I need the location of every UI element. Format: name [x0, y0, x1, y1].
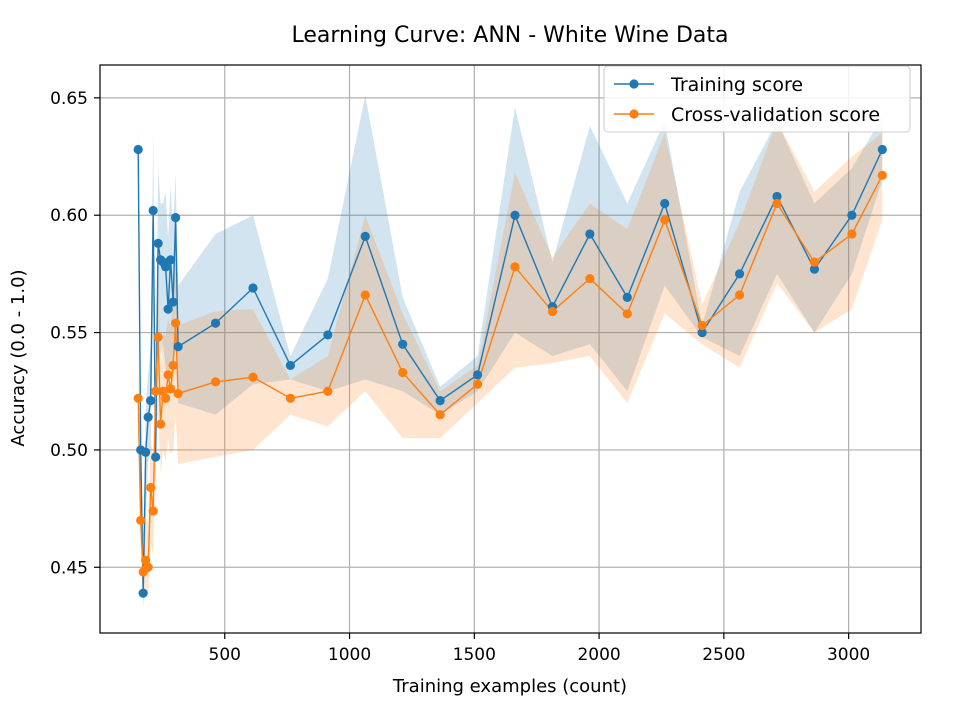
y-tick-label: 0.65 [50, 89, 88, 109]
training-score-point [153, 238, 163, 248]
cv-score-point [547, 306, 558, 317]
series-points [133, 144, 887, 598]
cv-score-point [323, 386, 333, 396]
training-score-point [168, 297, 178, 307]
x-axis-label: Training examples (count) [392, 676, 627, 697]
training-score-point [697, 327, 707, 338]
cv-score-point [360, 290, 370, 300]
cv-score-point [472, 379, 483, 389]
training-score-point [133, 144, 143, 155]
legend-box [603, 65, 911, 133]
cv-score-point [163, 370, 173, 380]
training-score-point [809, 264, 820, 274]
training-score-point [585, 229, 595, 239]
training-score-point [210, 318, 221, 328]
cv-score-band [138, 121, 883, 603]
training-score-point [161, 262, 171, 272]
cv-score-point [136, 515, 146, 525]
cv-score-point [171, 318, 181, 328]
x-tick-label: 500 [209, 645, 241, 665]
training-score-point [166, 255, 176, 265]
y-tick-label: 0.45 [50, 558, 88, 578]
y-axis-ticks: 0.45 0.50 0.55 0.60 0.65 [50, 89, 100, 578]
training-score-point [146, 396, 156, 406]
x-tick-label: 2500 [702, 645, 745, 665]
cv-score-point [166, 384, 176, 394]
legend-marker-0 [629, 79, 639, 89]
legend-label-1: Cross-validation score [671, 104, 880, 126]
training-score-point [143, 412, 153, 422]
cv-score-point [133, 393, 143, 403]
cv-score-point [398, 367, 408, 378]
cv-score-point [734, 290, 745, 300]
cv-score-point [435, 410, 445, 420]
cv-score-point [660, 215, 670, 225]
training-score-point [877, 144, 887, 155]
x-tick-label: 1000 [328, 645, 371, 665]
cv-score-point [168, 360, 178, 371]
x-tick-label: 2000 [577, 645, 620, 665]
chart-title: Learning Curve: ANN - White Wine Data [291, 23, 728, 48]
cv-score-point [772, 198, 782, 209]
cv-score-point [153, 332, 163, 342]
legend-marker-1 [629, 109, 639, 119]
training-score-point [398, 339, 408, 349]
training-score-point [138, 588, 148, 598]
cv-score-point [248, 372, 258, 382]
cv-score-point [161, 393, 171, 403]
y-tick-label: 0.50 [50, 441, 88, 461]
cv-score-point [173, 388, 183, 399]
training-score-point [510, 210, 520, 220]
training-score-point [472, 370, 483, 380]
training-score-point [435, 396, 445, 406]
training-score-point [660, 198, 670, 209]
cv-score-point [158, 386, 168, 396]
x-axis-ticks: 500 1000 1500 2000 2500 3000 [209, 633, 870, 665]
training-score-band [138, 95, 883, 610]
training-score-point [163, 304, 173, 314]
cv-score-point [151, 386, 161, 396]
training-score-point [171, 212, 181, 223]
y-tick-label: 0.55 [50, 324, 88, 344]
cv-score-point [877, 170, 887, 180]
training-score-point [772, 191, 782, 202]
cv-score-point [285, 393, 296, 403]
training-score-line [137, 149, 883, 594]
cv-score-point [143, 562, 153, 572]
y-axis-label: Accuracy (0.0 - 1.0) [8, 269, 29, 446]
training-score-point [285, 360, 296, 371]
cv-score-point [210, 377, 221, 387]
training-score-point [360, 231, 370, 241]
confidence-bands [138, 95, 883, 610]
cv-score-point [141, 555, 151, 565]
x-tick-label: 1500 [453, 645, 496, 665]
y-tick-label: 0.60 [50, 206, 88, 226]
training-score-point [847, 210, 857, 220]
training-score-point [148, 205, 158, 216]
cv-score-point [146, 482, 156, 493]
cv-score-point [697, 320, 707, 331]
legend: Training score Cross-validation score [603, 65, 911, 133]
training-score-point [323, 330, 333, 340]
plot-frame [99, 64, 922, 634]
cv-score-point [510, 262, 520, 272]
legend-label-0: Training score [670, 74, 803, 96]
training-score-point [173, 342, 183, 352]
training-score-point [734, 269, 745, 279]
cv-score-point [585, 273, 595, 284]
training-score-point [151, 452, 161, 462]
training-score-point [622, 292, 632, 302]
training-score-point [248, 283, 258, 293]
cv-score-point [809, 257, 820, 267]
cv-score-point [148, 506, 158, 516]
cv-score-point [156, 419, 166, 429]
cv-score-point [847, 229, 857, 239]
training-score-point [141, 447, 151, 457]
cv-score-point [622, 309, 632, 319]
x-tick-label: 3000 [827, 645, 870, 665]
